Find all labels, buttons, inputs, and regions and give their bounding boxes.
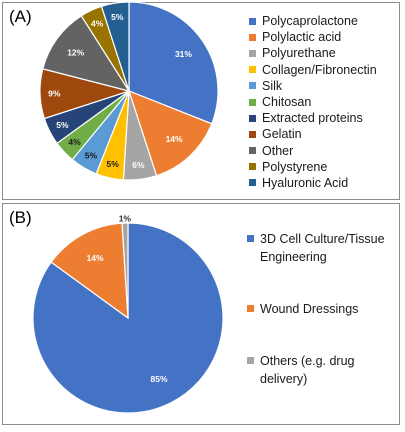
pie-a-data-label-polystyrene: 4% [91,18,104,28]
pie-a-slice-hyaluronic-acid [100,1,130,92]
pie-b-legend-label: Wound Dressings [260,302,359,316]
pie-a-legend-swatch [249,98,256,106]
pie-b-slice-others-e-g-drug-delivery [121,222,129,319]
pie-a-legend-label: Hyaluronic Acid [262,175,349,190]
pie-a-legend-label: Polyurethane [262,46,336,61]
pie-b-data-label-others-e-g-drug-delivery: 1% [119,213,132,223]
pie-a-legend-swatch [249,49,256,57]
pie-a-data-label-hyaluronic-acid: 5% [111,12,124,22]
pie-b-legend-item-wound-dressings: Wound Dressings [247,300,397,318]
pie-a-legend-label: Polycaprolactone [262,14,358,28]
pie-a-legend-item-extracted-proteins: Extracted proteins [249,110,377,126]
pie-chart-a: 31% 14% 6% 5% 5% 4% 5% 9% 12% 4% 5% [39,1,219,181]
pie-a-legend-item-polylactic-acid: Polylactic acid [249,29,377,45]
pie-a-legend-item-other: Other [249,143,377,159]
legend-b: 3D Cell Culture/Tissue Engineering Wound … [247,230,397,422]
pie-a-slice-polycaprolactone [128,1,219,125]
pie-a-legend-swatch [249,82,256,90]
pie-a-legend-item-hyaluronic-acid: Hyaluronic Acid [249,175,377,191]
pie-a-legend-swatch [249,179,256,187]
pie-a-legend-label: Collagen/Fibronectin [262,62,377,77]
pie-a-legend-label: Chitosan [262,94,312,109]
pie-a-legend-label: Polystyrene [262,159,328,174]
pie-b-data-label-wound-dressings: 14% [87,253,104,263]
pie-a-data-label-gelatin: 9% [48,88,61,98]
pie-a-legend-item-collagen-fibronectin: Collagen/Fibronectin [249,62,377,78]
pie-a-legend-swatch [249,130,256,138]
pie-a-legend-swatch [249,33,256,41]
pie-a-data-label-polylactic-acid: 14% [166,134,183,144]
pie-a-legend-item-chitosan: Chitosan [249,94,377,110]
pie-a-legend-label: Silk [262,78,283,93]
pie-a-slice-other [42,15,131,92]
pie-a-legend-label: Gelatin [262,127,302,142]
pie-a-legend-label: Extracted proteins [262,111,363,126]
pie-chart-b: 85% 14% 1% [32,213,224,414]
pie-a-data-label-polycaprolactone: 31% [175,49,192,59]
pie-a-legend-item-polycaprolactone: Polycaprolactone [249,13,377,29]
pie-a-data-label-other: 12% [67,47,84,57]
pie-a-legend-label: Other [262,143,294,158]
pie-b-slice-wound-dressings [50,222,129,320]
pie-a-legend-swatch [249,66,256,74]
panel-label-b: (B) [9,208,32,227]
pie-a-legend-item-gelatin: Gelatin [249,126,377,142]
legend-a: Polycaprolactone Polylactic acid Polyureth… [249,13,377,191]
chart-panel-a: (A) 31% 14% 6% 5% 5% 4% 5% 9% 12% 4% 5% Polycaprol… [2,1,400,200]
pie-a-legend-item-polyurethane: Polyurethane [249,45,377,61]
pie-b-legend-item-3d-cell-culture-tissue-engineering: 3D Cell Culture/Tissue Engineering [247,230,397,266]
pie-b-data-label-3d-cell-culture-tissue-engineering: 85% [151,374,168,384]
pie-b-legend-item-others-e-g-drug-delivery: Others (e.g. drug delivery) [247,352,397,388]
pie-b-legend-swatch [247,235,254,242]
pie-a-legend-item-silk: Silk [249,78,377,94]
pie-b-legend-swatch [247,305,254,312]
panel-label-a: (A) [9,7,32,26]
pie-b-legend-swatch [247,357,254,364]
pie-a-data-label-chitosan: 4% [68,137,81,147]
pie-a-data-label-collagen-fibronectin: 5% [107,159,120,169]
pie-a-data-label-extracted-proteins: 5% [56,120,69,130]
pie-a-legend-swatch [249,147,256,155]
pie-b-legend-label: 3D Cell Culture/Tissue Engineering [260,232,385,264]
pie-a-legend-label: Polylactic acid [262,30,342,45]
pie-a-legend-swatch [249,114,256,122]
pie-a-data-label-silk: 5% [85,150,98,160]
pie-a-legend-item-polystyrene: Polystyrene [249,159,377,175]
pie-a-legend-swatch [249,17,256,25]
pie-a-data-label-polyurethane: 6% [132,160,145,170]
pie-a-legend-swatch [249,163,256,171]
pie-b-legend-label: Others (e.g. drug delivery) [260,354,355,386]
chart-panel-b: (B) 85% 14% 1% 3D Cell Culture/Tissue Engi… [2,203,400,425]
